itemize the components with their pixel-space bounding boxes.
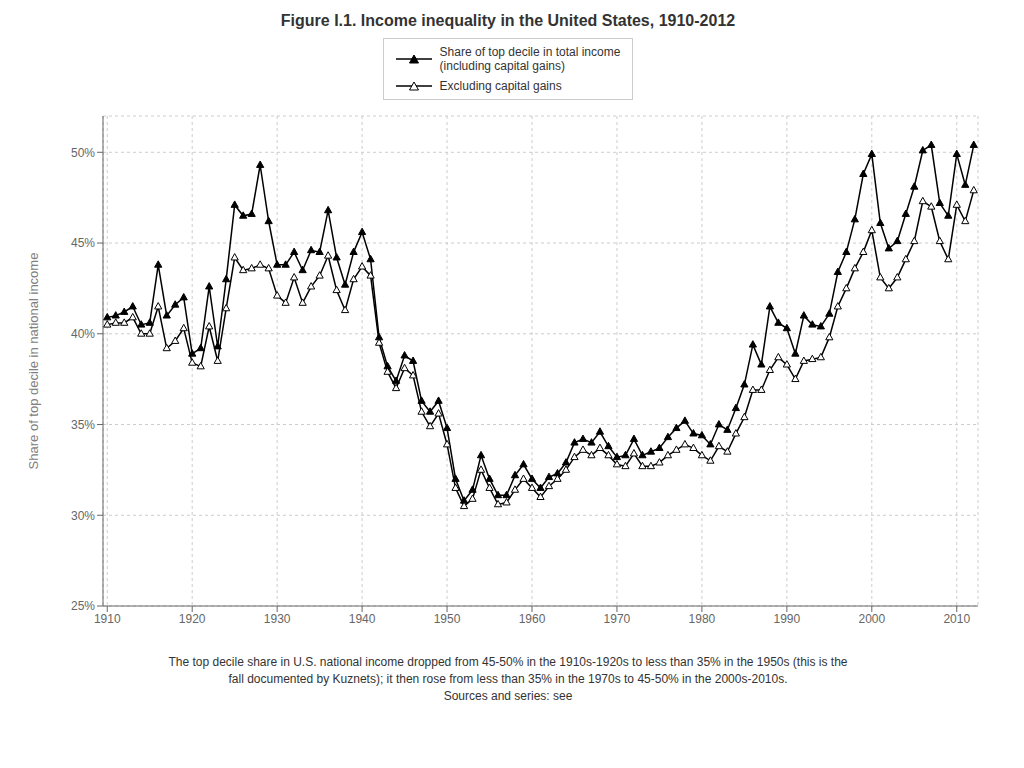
html-text:Excluding capital gains: Excluding capital gains bbox=[439, 79, 562, 93]
svg-text:25%: 25% bbox=[71, 599, 95, 613]
html-text:fall documented by Kuznets); i: fall documented by Kuznets); it then ros… bbox=[228, 672, 788, 686]
svg-text:1980: 1980 bbox=[689, 612, 716, 626]
svg-text:1930: 1930 bbox=[264, 612, 291, 626]
svg-text:45%: 45% bbox=[71, 236, 95, 250]
svg-text:1950: 1950 bbox=[434, 612, 461, 626]
svg-text:Share of top decile in nationa: Share of top decile in national income bbox=[26, 253, 41, 470]
svg-text:1940: 1940 bbox=[349, 612, 376, 626]
svg-text:2010: 2010 bbox=[943, 612, 970, 626]
svg-text:50%: 50% bbox=[71, 146, 95, 160]
svg-text:1990: 1990 bbox=[774, 612, 801, 626]
svg-text:30%: 30% bbox=[71, 509, 95, 523]
html-text:Share of top decile in total i: Share of top decile in total income (inc… bbox=[439, 45, 621, 73]
svg-text:1920: 1920 bbox=[179, 612, 206, 626]
html-text:Sources and series: see: Sources and series: see bbox=[443, 689, 573, 703]
svg-text:1970: 1970 bbox=[604, 612, 631, 626]
svg-text:1960: 1960 bbox=[519, 612, 546, 626]
svg-text:40%: 40% bbox=[71, 327, 95, 341]
svg-text:2000: 2000 bbox=[858, 612, 885, 626]
html-text:The top decile share in U.S. n: The top decile share in U.S. national in… bbox=[168, 655, 848, 669]
svg-text:1910: 1910 bbox=[94, 612, 121, 626]
html-text:Figure I.1. Income inequality: Figure I.1. Income inequality in the Uni… bbox=[280, 12, 736, 29]
svg-text:35%: 35% bbox=[71, 418, 95, 432]
